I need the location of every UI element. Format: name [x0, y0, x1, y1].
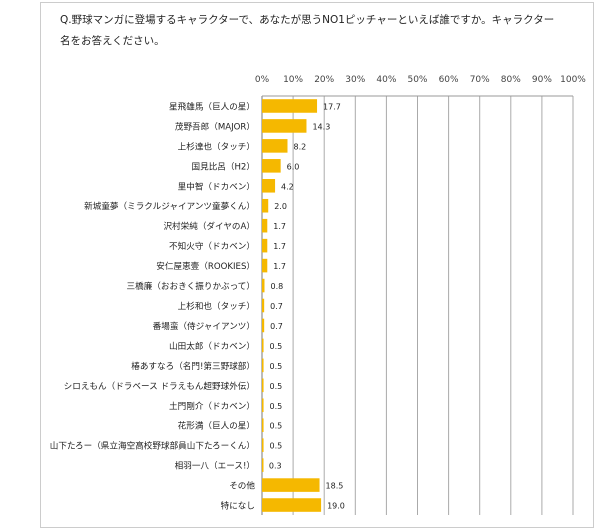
category-label: 新城童夢（ミラクルジャイアンツ童夢くん）	[84, 200, 255, 212]
data-label: 8.2	[294, 142, 307, 151]
x-tick-label: 60%	[439, 75, 459, 85]
category-label: 茂野吾郎（MAJOR）	[175, 120, 255, 132]
category-label: 番場蛮（侍ジャイアンツ）	[153, 320, 255, 332]
data-label: 6.0	[287, 162, 300, 171]
data-label: 14.3	[312, 122, 330, 131]
data-label: 1.7	[273, 262, 286, 271]
bar	[262, 458, 264, 472]
bar	[262, 438, 264, 452]
category-label: 里中智（ドカベン）	[178, 180, 255, 192]
category-label: シロえもん（ドラベース ドラえもん超野球外伝）	[64, 380, 255, 392]
data-label: 0.5	[270, 362, 283, 371]
data-label: 0.5	[270, 442, 283, 451]
category-label: 椿あすなろ（名門!第三野球部）	[131, 360, 255, 372]
x-tick-label: 90%	[532, 75, 552, 85]
bar	[262, 378, 264, 393]
category-label: 花形満（巨人の星）	[178, 420, 255, 432]
x-tick-label: 10%	[283, 75, 303, 85]
data-label: 2.0	[274, 202, 287, 211]
data-label: 18.5	[326, 482, 344, 491]
x-tick-label: 30%	[345, 75, 365, 85]
bar	[262, 218, 268, 233]
data-label: 0.5	[270, 382, 283, 391]
category-label: 山田太郎（ドカベン）	[169, 340, 255, 352]
data-label: 1.7	[273, 242, 286, 251]
category-label: 三橋廉（おおきく振りかぶって）	[127, 280, 255, 292]
bar	[262, 198, 269, 213]
x-tick-label: 80%	[501, 75, 521, 85]
data-label: 0.3	[269, 462, 282, 471]
data-label: 0.7	[270, 302, 283, 311]
bar	[262, 99, 318, 113]
category-label: 土門剛介（ドカベン）	[169, 400, 255, 412]
category-label: その他	[229, 480, 255, 492]
category-label: 特になし	[221, 500, 255, 512]
category-label: 安仁屋恵壹（ROOKIES）	[156, 260, 255, 272]
bar	[262, 238, 268, 253]
category-label: 国見比呂（H2）	[192, 160, 256, 172]
bar	[262, 139, 288, 153]
data-label: 17.7	[323, 102, 341, 111]
bar	[262, 298, 265, 313]
x-tick-label: 50%	[407, 75, 427, 85]
bar	[262, 159, 281, 173]
x-tick-label: 100%	[560, 75, 586, 85]
bar	[262, 278, 265, 293]
bar	[262, 478, 320, 492]
x-tick-label: 0%	[255, 75, 270, 85]
bar	[262, 318, 265, 333]
data-label: 19.0	[327, 502, 345, 511]
data-label: 0.5	[270, 342, 283, 351]
bar	[262, 179, 276, 193]
category-label: 相羽一八（エース!）	[175, 460, 255, 472]
category-label: 星飛雄馬（巨人の星）	[169, 100, 255, 112]
bar	[262, 119, 307, 133]
data-label: 0.8	[270, 282, 283, 291]
x-tick-label: 70%	[470, 75, 490, 85]
bar	[262, 338, 264, 353]
bar	[262, 418, 264, 432]
bar	[262, 398, 264, 413]
data-label: 1.7	[273, 222, 286, 231]
category-label: 沢村栄純（ダイヤのA）	[163, 220, 255, 232]
chart-title-line-2: 名をお答えください。	[60, 35, 165, 47]
data-label: 0.7	[270, 322, 283, 331]
category-label: 上杉和也（タッチ）	[178, 300, 255, 312]
data-label: 0.5	[270, 402, 283, 411]
x-tick-label: 40%	[376, 75, 396, 85]
chart-frame	[40, 2, 594, 528]
chart-title-line-1: Q.野球マンガに登場するキャラクターで、あなたが思うNO1ピッチャーといえば誰で…	[60, 14, 555, 26]
data-label: 0.5	[270, 422, 283, 431]
x-tick-label: 20%	[314, 75, 334, 85]
category-label: 山下たろー（県立海空高校野球部員山下たろーくん）	[50, 440, 255, 452]
data-label: 4.2	[281, 182, 294, 191]
category-label: 不知火守（ドカベン）	[169, 240, 255, 252]
category-label: 上杉達也（タッチ）	[178, 140, 255, 152]
bar	[262, 258, 268, 273]
bar	[262, 358, 264, 373]
bar	[262, 498, 322, 512]
